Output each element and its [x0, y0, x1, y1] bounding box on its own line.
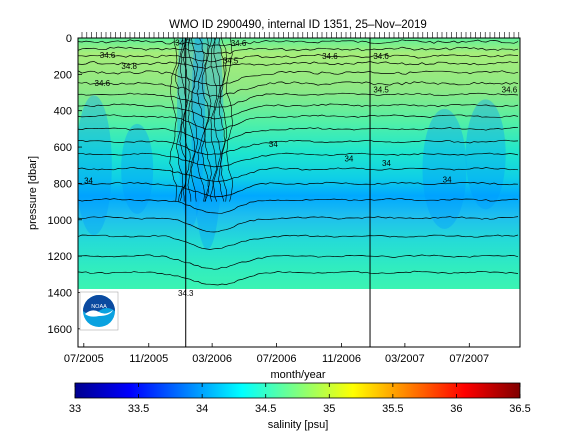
- contour-label: 34.6: [100, 51, 116, 60]
- salinity-fill: [78, 38, 520, 289]
- contour-labels: 34.7 34.6 34.5 34.6 34.8 34.6 34.6 34.6 34.5 34.6…: [84, 38, 518, 298]
- x-tick-label: 07/2005: [64, 353, 104, 365]
- contour-line: [196, 38, 205, 202]
- contour-line: [219, 38, 228, 202]
- contour-line: [78, 81, 519, 97]
- contour-label: 34: [443, 176, 452, 185]
- colorbar-tick-label: 35.5: [382, 403, 403, 415]
- colorbar-tick-label: 36.5: [509, 403, 530, 415]
- noaa-logo: NOAA: [79, 291, 119, 331]
- contour-label: 34.6: [322, 52, 338, 61]
- contour-line: [78, 103, 519, 120]
- contour-line: [201, 38, 210, 202]
- y-tick-label: 1400: [48, 287, 72, 299]
- contour-label: 34: [344, 155, 353, 164]
- contour-line: [226, 38, 234, 202]
- x-tick-label: 07/2006: [257, 353, 297, 365]
- x-axis-label: month/year: [270, 369, 325, 381]
- colorbar-tick-label: 33: [69, 403, 81, 415]
- y-tick-label: 200: [54, 69, 72, 81]
- plot-frame: [77, 37, 521, 348]
- contour-label: 34.6: [95, 79, 111, 88]
- contour-line: [78, 92, 519, 108]
- contour-line: [78, 46, 519, 55]
- contour-line: [190, 38, 199, 202]
- vertical-markers: [185, 38, 371, 347]
- x-tick-label: 11/2005: [129, 353, 168, 365]
- contour-label: 34.5: [373, 86, 389, 95]
- contour-line: [78, 70, 519, 87]
- y-axis-label: pressure [dbar]: [27, 156, 39, 230]
- contour-line: [78, 139, 519, 156]
- contour-line: [78, 198, 519, 214]
- colorbar-label: salinity [psu]: [268, 419, 329, 431]
- contour-line: [78, 167, 519, 182]
- contour-line: [78, 234, 519, 250]
- colorbar-tick-label: 36: [450, 403, 462, 415]
- contour-label: 34: [269, 140, 278, 149]
- contour-lines: [78, 38, 519, 286]
- fresh-water-patch: [465, 99, 506, 210]
- contour-line: [78, 254, 519, 270]
- contour-label: 34: [84, 176, 93, 185]
- x-tick-label: 11/2006: [322, 353, 361, 365]
- contour-label: 34.8: [121, 62, 137, 71]
- fresh-water-patch: [177, 38, 206, 228]
- x-tick-label: 03/2007: [385, 353, 425, 365]
- contour-line: [218, 38, 226, 202]
- contour-line: [204, 38, 213, 202]
- colorbar-ticks: 33 33.5 34 34.5 35 35.5 36 36.5: [69, 383, 531, 415]
- colorbar-tick-label: 34.5: [255, 403, 276, 415]
- contour-line: [78, 53, 519, 63]
- salinity-field: [78, 38, 520, 289]
- contour-label: 34.3: [178, 289, 194, 298]
- contour-line: [213, 38, 221, 202]
- colorbar: [74, 382, 521, 399]
- x-tick-label: 03/2006: [192, 353, 232, 365]
- fresh-water-patch: [78, 95, 112, 236]
- contour-line: [78, 216, 519, 233]
- contour-line: [209, 38, 218, 202]
- y-tick-label: 0: [66, 33, 72, 45]
- y-axis-ticks: 0 200 400 600 800 1000 1200 1400 1600: [48, 33, 82, 336]
- contour-line: [78, 39, 519, 47]
- colorbar-tick-label: 35: [323, 403, 335, 415]
- colorbar-tick-label: 34: [196, 403, 208, 415]
- contour-label: 34: [382, 159, 391, 168]
- y-tick-label: 1000: [48, 215, 72, 227]
- contour-line: [78, 61, 519, 70]
- contour-line: [78, 114, 519, 131]
- contour-line: [175, 38, 184, 202]
- y-tick-label: 400: [54, 106, 72, 118]
- contour-line: [78, 152, 519, 168]
- chart-title: WMO ID 2900490, internal ID 1351, 25–Nov…: [169, 19, 427, 31]
- contour-label: 34.5: [223, 56, 239, 65]
- contour-label: 34.6: [373, 52, 389, 61]
- contour-line: [187, 38, 196, 202]
- contour-line: [182, 38, 191, 202]
- colorbar-tick-label: 33.5: [128, 403, 149, 415]
- contour-label: 34.7: [175, 38, 191, 47]
- contour-label: 34.6: [502, 86, 518, 95]
- x-axis-ticks: 07/2005 11/2005 03/2006 07/2006 11/2006 03/20…: [64, 32, 520, 365]
- x-tick-label: 07/2007: [449, 353, 489, 365]
- y-tick-label: 800: [54, 178, 72, 190]
- y-tick-label: 600: [54, 142, 72, 154]
- contour-line: [169, 38, 178, 202]
- contour-label: 34.6: [231, 39, 247, 48]
- y-tick-label: 1200: [48, 251, 72, 263]
- contour-line: [78, 127, 519, 143]
- y-tick-label: 1600: [48, 324, 72, 336]
- fresh-water-patch: [121, 123, 154, 214]
- noaa-logo-text: NOAA: [91, 304, 107, 310]
- contour-line: [78, 270, 519, 286]
- contour-line: [78, 181, 519, 198]
